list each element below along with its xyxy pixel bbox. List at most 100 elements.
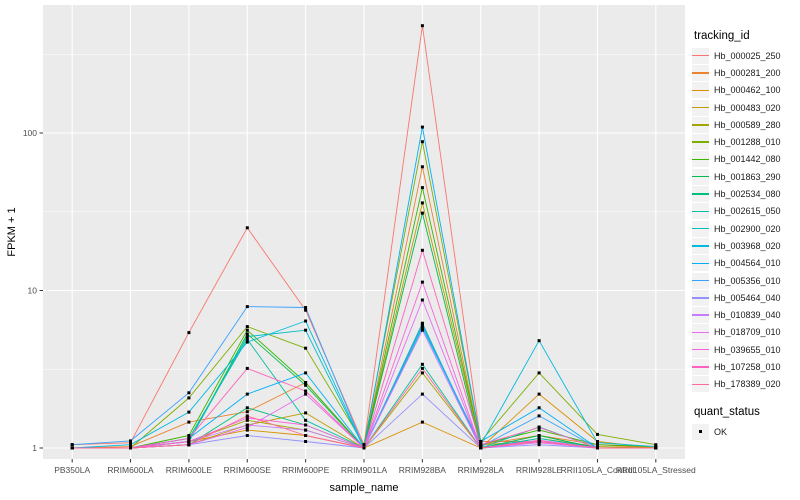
legend-item-Hb_010839_040: Hb_010839_040 <box>692 306 798 324</box>
y-tick-label: 1 <box>32 443 37 453</box>
data-point <box>596 446 599 450</box>
legend-item-Hb_005356_010: Hb_005356_010 <box>692 272 798 289</box>
x-tick-label: RRIM600LE <box>166 465 213 475</box>
legend-key-line-icon <box>692 324 709 341</box>
data-point <box>596 441 599 445</box>
legend-item-label: Hb_000025_250 <box>714 50 781 61</box>
legend: tracking_id Hb_000025_250 Hb_000281_200 Hb… <box>692 30 798 440</box>
legend-key-line-icon <box>692 47 709 64</box>
data-point <box>304 418 308 422</box>
legend-key-line-icon <box>692 186 709 203</box>
y-tick-label: 10 <box>28 286 38 296</box>
legend-item-label: Hb_001863_290 <box>714 171 781 182</box>
legend-key-line-icon <box>692 307 709 324</box>
legend-key-line-icon <box>692 255 709 272</box>
data-point <box>537 443 541 447</box>
legend-item-label: Hb_000462_100 <box>714 85 781 96</box>
data-point <box>654 446 658 450</box>
legend-key-ok-point-icon <box>692 423 709 440</box>
data-point <box>420 392 424 396</box>
data-point <box>304 306 308 309</box>
data-point <box>537 436 541 440</box>
x-tick-label: RRIM600LA <box>107 465 154 475</box>
data-point <box>420 24 424 28</box>
data-point <box>245 366 249 370</box>
data-point <box>420 366 424 370</box>
legend-key-line-icon <box>692 116 709 133</box>
legend-item-label: Hb_003968_020 <box>714 240 781 251</box>
data-point <box>304 346 308 350</box>
data-point <box>245 418 249 422</box>
data-point <box>245 328 249 332</box>
data-point <box>187 440 191 443</box>
legend-item-Hb_107258_010: Hb_107258_010 <box>692 358 798 375</box>
legend-item-label: Hb_005356_010 <box>714 275 781 286</box>
legend-key-line-icon <box>692 358 709 375</box>
data-point <box>537 428 541 432</box>
data-point <box>245 410 249 414</box>
legend-tracking-items: Hb_000025_250 Hb_000281_200 Hb_000462_100 H… <box>692 47 798 393</box>
data-point <box>187 420 191 424</box>
legend-item-ok: OK <box>692 423 798 440</box>
data-point <box>245 337 249 341</box>
data-point <box>304 423 308 427</box>
data-point <box>304 328 308 332</box>
legend-item-label: Hb_002615_050 <box>714 206 781 217</box>
x-tick-label: RRIM600PE <box>282 465 330 475</box>
data-point <box>187 443 191 447</box>
data-point <box>245 340 249 344</box>
legend-title-quant-status: quant_status <box>694 405 760 418</box>
data-point <box>304 392 308 396</box>
y-tick-label: 100 <box>23 128 37 138</box>
data-point <box>596 443 599 447</box>
data-point <box>420 125 424 129</box>
legend-item-Hb_018709_010: Hb_018709_010 <box>692 324 798 341</box>
x-axis-title: sample_name <box>329 482 399 494</box>
data-point <box>420 371 424 375</box>
data-point <box>537 426 541 429</box>
data-point <box>304 428 308 432</box>
data-point <box>420 280 424 284</box>
legend-item-Hb_003968_020: Hb_003968_020 <box>692 237 798 254</box>
legend-key-line-icon <box>692 99 709 116</box>
legend-item-ok-label: OK <box>714 426 728 437</box>
x-tick-label: RRIM928LE <box>516 465 563 475</box>
data-point <box>304 319 308 323</box>
data-point <box>537 392 541 396</box>
data-point <box>129 443 132 447</box>
legend-key-line-icon <box>692 341 709 358</box>
legend-item-label: Hb_001288_010 <box>714 137 781 148</box>
x-tick-label: RRIM928BA <box>399 465 447 475</box>
data-point <box>245 332 249 336</box>
legend-key-line-icon <box>692 289 709 306</box>
legend-key-line-icon <box>692 203 709 220</box>
data-point <box>245 423 249 427</box>
data-point <box>479 440 483 443</box>
legend-item-Hb_002534_080: Hb_002534_080 <box>692 185 798 203</box>
legend-key-line-icon <box>692 64 709 81</box>
data-point <box>304 308 308 312</box>
data-point <box>304 434 308 437</box>
legend-item-label: Hb_002534_080 <box>714 189 781 200</box>
data-point <box>304 440 308 443</box>
data-point <box>187 410 191 414</box>
data-point <box>304 389 308 393</box>
data-point <box>537 414 541 418</box>
legend-key-line-icon <box>692 376 709 393</box>
legend-key-line-icon <box>692 272 709 289</box>
legend-key-line-icon <box>692 220 709 237</box>
legend-item-Hb_000025_250: Hb_000025_250 <box>692 47 798 64</box>
data-point <box>245 414 249 418</box>
legend-key-line-icon <box>692 168 709 185</box>
x-tick-label: RRIM600SE <box>224 465 272 475</box>
legend-item-label: Hb_000483_020 <box>714 102 781 113</box>
data-point <box>537 434 541 437</box>
legend-item-Hb_002900_020: Hb_002900_020 <box>692 220 798 237</box>
data-point <box>362 446 366 450</box>
data-point <box>304 371 308 375</box>
data-point <box>479 446 483 450</box>
data-point <box>420 211 424 215</box>
x-tick-label: RRII105LA_Control <box>561 465 635 475</box>
